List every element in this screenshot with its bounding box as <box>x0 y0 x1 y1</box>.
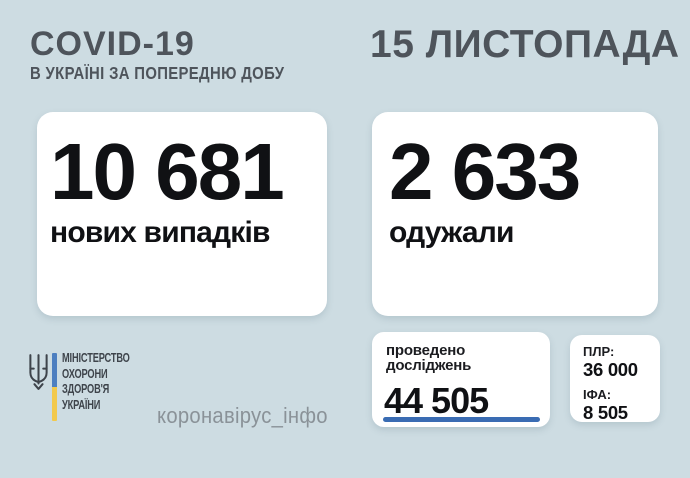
tests-label: проведено досліджень <box>386 343 550 374</box>
ukraine-flag-bar <box>52 353 57 421</box>
ministry-line: ЗДОРОВ'Я <box>62 382 110 397</box>
new-cases-value: 10 681 <box>50 127 285 216</box>
tests-label-line1: проведено <box>386 342 466 359</box>
test-types-card: ПЛР: 36 000 ІФА: 8 505 <box>570 335 660 423</box>
ifa-value: 8 505 <box>583 401 628 423</box>
ministry-logo: МІНІСТЕРСТВО ОХОРОНИ ЗДОРОВ'Я УКРАЇНИ <box>27 350 157 422</box>
tests-label-line2: досліджень <box>386 357 472 375</box>
page-title: COVID-19 <box>30 25 195 63</box>
page-subtitle: В УКРАЇНІ ЗА ПОПЕРЕДНЮ ДОБУ <box>30 63 285 83</box>
new-cases-card: 10 681 нових випадків <box>37 112 327 316</box>
ministry-line: МІНІСТЕРСТВО <box>62 351 130 365</box>
ifa-label: ІФА: <box>583 386 612 402</box>
plr-label: ПЛР: <box>583 344 615 359</box>
ministry-name: МІНІСТЕРСТВО ОХОРОНИ ЗДОРОВ'Я УКРАЇНИ <box>62 351 130 413</box>
recovered-card: 2 633 одужали <box>372 112 658 316</box>
ministry-line: УКРАЇНИ <box>62 397 101 412</box>
tests-card: проведено досліджень 44 505 <box>372 332 550 427</box>
plr-value: 36 000 <box>583 359 638 381</box>
new-cases-label: нових випадків <box>50 216 270 249</box>
report-date: 15 ЛИСТОПАДА <box>370 23 680 66</box>
recovered-value: 2 633 <box>389 127 581 216</box>
info-channel-name: коронавірус_інфо <box>157 403 328 428</box>
ministry-line: ОХОРОНИ <box>62 366 108 381</box>
recovered-label: одужали <box>389 216 514 249</box>
accent-underline <box>383 417 540 422</box>
tryzub-trident-icon <box>29 354 48 390</box>
tests-value: 44 505 <box>384 379 489 421</box>
